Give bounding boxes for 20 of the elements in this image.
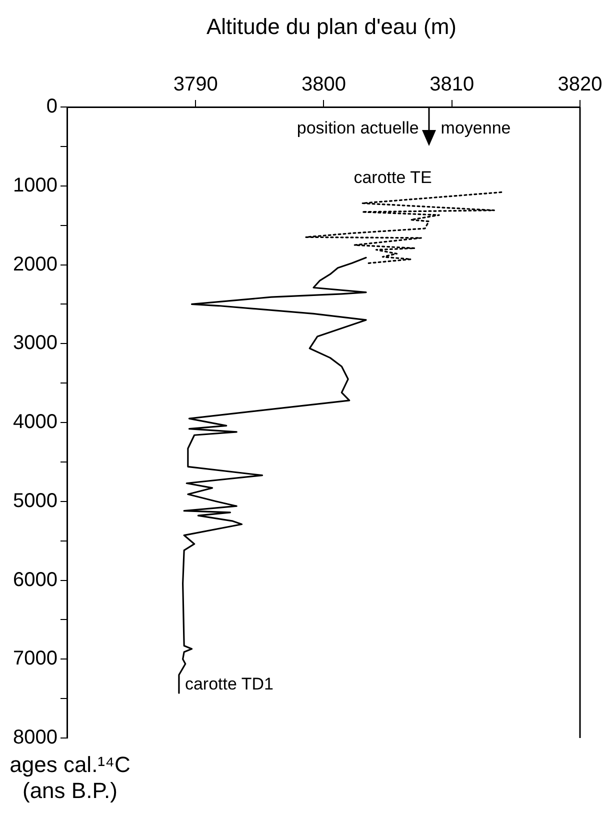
series-label: carotte TE	[354, 168, 432, 187]
x-tick-label: 3810	[430, 74, 474, 96]
y-tick-label: 3000	[12, 332, 58, 354]
annotation: moyenne	[440, 118, 511, 138]
y-tick-label: 2000	[12, 253, 58, 276]
x-axis-title: Altitude du plan d'eau (m)	[205, 14, 458, 40]
y-tick-label: 1000	[12, 174, 58, 196]
y-tick-label: 8000	[12, 726, 58, 749]
y-tick-label: 7000	[12, 648, 58, 670]
x-tick-label: 3790	[173, 74, 218, 96]
x-tick-label: 3800	[301, 74, 346, 96]
x-tick-label: 3820	[558, 74, 602, 96]
y-tick-label: 6000	[12, 568, 58, 591]
series-label: carotte TD1	[184, 674, 274, 694]
y-tick-label: 5000	[12, 490, 58, 512]
y-tick-label: 0	[46, 96, 58, 118]
line-series	[305, 191, 503, 264]
ref-line-label: position actuelle	[296, 118, 419, 138]
y-axis-title: ages cal.¹⁴C (ans B.P.)	[8, 752, 132, 804]
y-tick-label: 4000	[12, 411, 58, 434]
